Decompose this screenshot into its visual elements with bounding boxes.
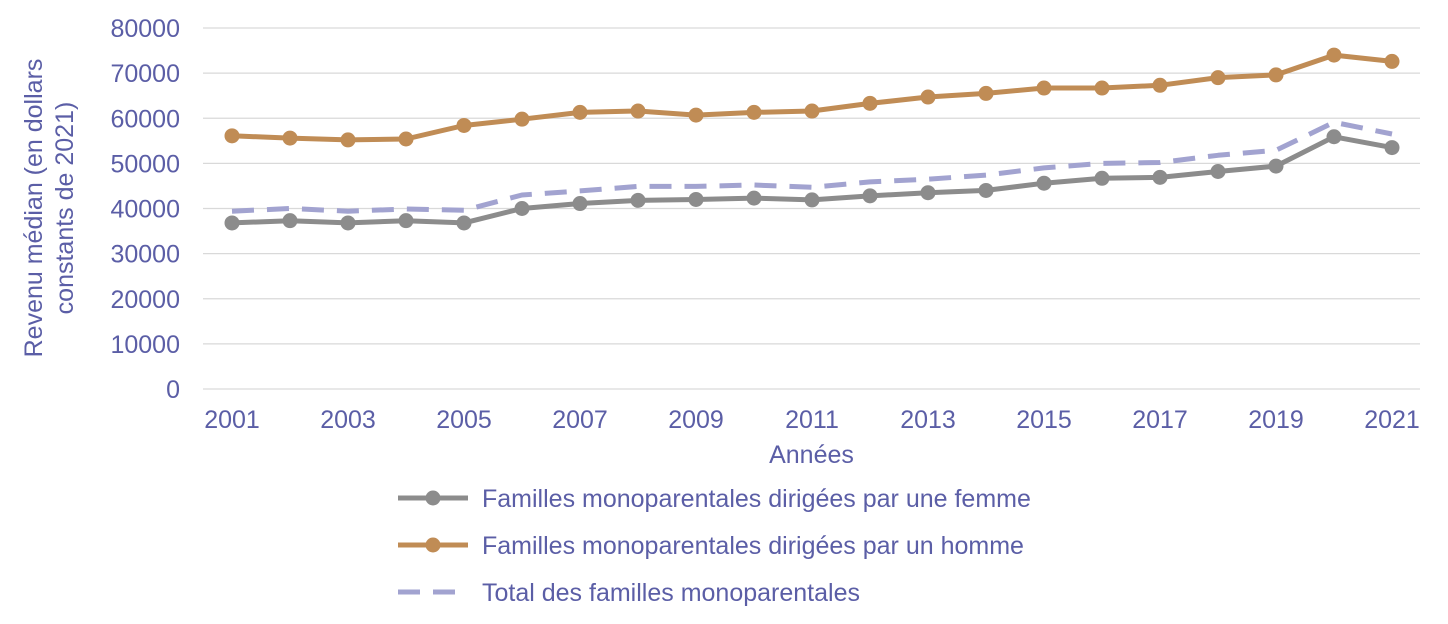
x-tick-label: 2005	[436, 406, 492, 434]
data-point	[1384, 140, 1400, 156]
data-point	[340, 215, 356, 231]
legend-marker	[425, 490, 441, 506]
legend-label: Total des familles monoparentales	[482, 579, 860, 607]
legend-item: Total des familles monoparentales	[398, 579, 860, 607]
data-point	[688, 107, 704, 123]
x-tick-label: 2015	[1016, 406, 1072, 434]
data-point	[920, 185, 936, 201]
series-3	[231, 119, 1393, 214]
y-tick-label: 50000	[110, 150, 180, 178]
legend: Familles monoparentales dirigées par une…	[398, 485, 1031, 607]
y-tick-label: 80000	[110, 15, 180, 43]
data-point	[920, 89, 936, 105]
data-point	[398, 213, 414, 229]
data-point	[1152, 169, 1168, 185]
data-point	[978, 85, 994, 101]
x-tick-label: 2009	[668, 406, 724, 434]
data-point	[1384, 53, 1400, 69]
x-tick-label: 2013	[900, 406, 956, 434]
data-point	[630, 192, 646, 208]
data-point	[282, 130, 298, 146]
gridlines	[203, 27, 1420, 390]
data-point	[224, 128, 240, 144]
data-point	[514, 201, 530, 216]
legend-label: Familles monoparentales dirigées par une…	[482, 485, 1031, 513]
data-point	[630, 103, 646, 119]
data-point	[746, 190, 762, 206]
data-point	[978, 182, 994, 198]
y-axis-label: Revenu médian (en dollars constants de 20…	[20, 59, 79, 358]
y-axis-ticks: 0 10000 20000 30000 40000 50000 60000 70000 8000…	[110, 15, 180, 404]
data-point	[1268, 158, 1284, 174]
data-point	[340, 132, 356, 148]
series-line	[231, 119, 1393, 214]
data-point	[572, 104, 588, 120]
data-point	[1210, 70, 1226, 86]
legend-marker	[425, 537, 441, 553]
data-point	[1094, 170, 1110, 186]
x-tick-label: 2017	[1132, 406, 1188, 434]
data-point	[862, 188, 878, 204]
y-axis-label-line: constants de 2021)	[51, 102, 79, 315]
data-point	[398, 131, 414, 147]
x-tick-label: 2011	[785, 406, 839, 434]
series-1	[224, 129, 1400, 231]
data-point	[862, 95, 878, 111]
series-group	[224, 47, 1400, 231]
data-point	[456, 117, 472, 133]
legend-item: Familles monoparentales dirigées par un …	[398, 532, 1024, 560]
x-tick-label: 2021	[1364, 406, 1420, 434]
data-point	[282, 213, 298, 229]
data-point	[1152, 77, 1168, 93]
data-point	[224, 215, 240, 231]
y-tick-label: 30000	[110, 241, 180, 269]
series-line	[229, 52, 1395, 143]
x-tick-label: 2001	[204, 406, 260, 434]
data-point	[572, 196, 588, 212]
data-point	[1326, 129, 1342, 145]
data-point	[1326, 47, 1342, 63]
data-point	[1268, 67, 1284, 83]
series-line	[229, 134, 1395, 226]
data-point	[804, 192, 820, 208]
data-point	[514, 111, 530, 127]
data-point	[1036, 175, 1052, 191]
x-axis-label: Années	[769, 441, 854, 469]
y-tick-label: 20000	[110, 286, 180, 314]
y-tick-label: 60000	[110, 105, 180, 133]
data-point	[688, 191, 704, 207]
y-tick-label: 70000	[110, 60, 180, 88]
data-point	[746, 104, 762, 120]
x-tick-label: 2019	[1248, 406, 1304, 434]
x-axis-ticks: 2001 2003 2005 2007 2009 2011 2013 2015 2017 2019…	[204, 406, 1420, 434]
y-tick-label: 10000	[110, 331, 180, 359]
data-point	[456, 215, 472, 231]
y-axis-label-line: Revenu médian (en dollars	[20, 59, 48, 358]
legend-item: Familles monoparentales dirigées par une…	[398, 485, 1031, 513]
data-point	[1036, 80, 1052, 96]
data-point	[1210, 163, 1226, 179]
data-point	[1094, 80, 1110, 96]
x-tick-label: 2003	[320, 406, 376, 434]
x-tick-label: 2007	[552, 406, 608, 434]
data-point	[804, 103, 820, 119]
y-tick-label: 40000	[110, 196, 180, 224]
series-2	[224, 47, 1400, 148]
legend-label: Familles monoparentales dirigées par un …	[482, 532, 1024, 560]
y-tick-label: 0	[166, 376, 180, 404]
